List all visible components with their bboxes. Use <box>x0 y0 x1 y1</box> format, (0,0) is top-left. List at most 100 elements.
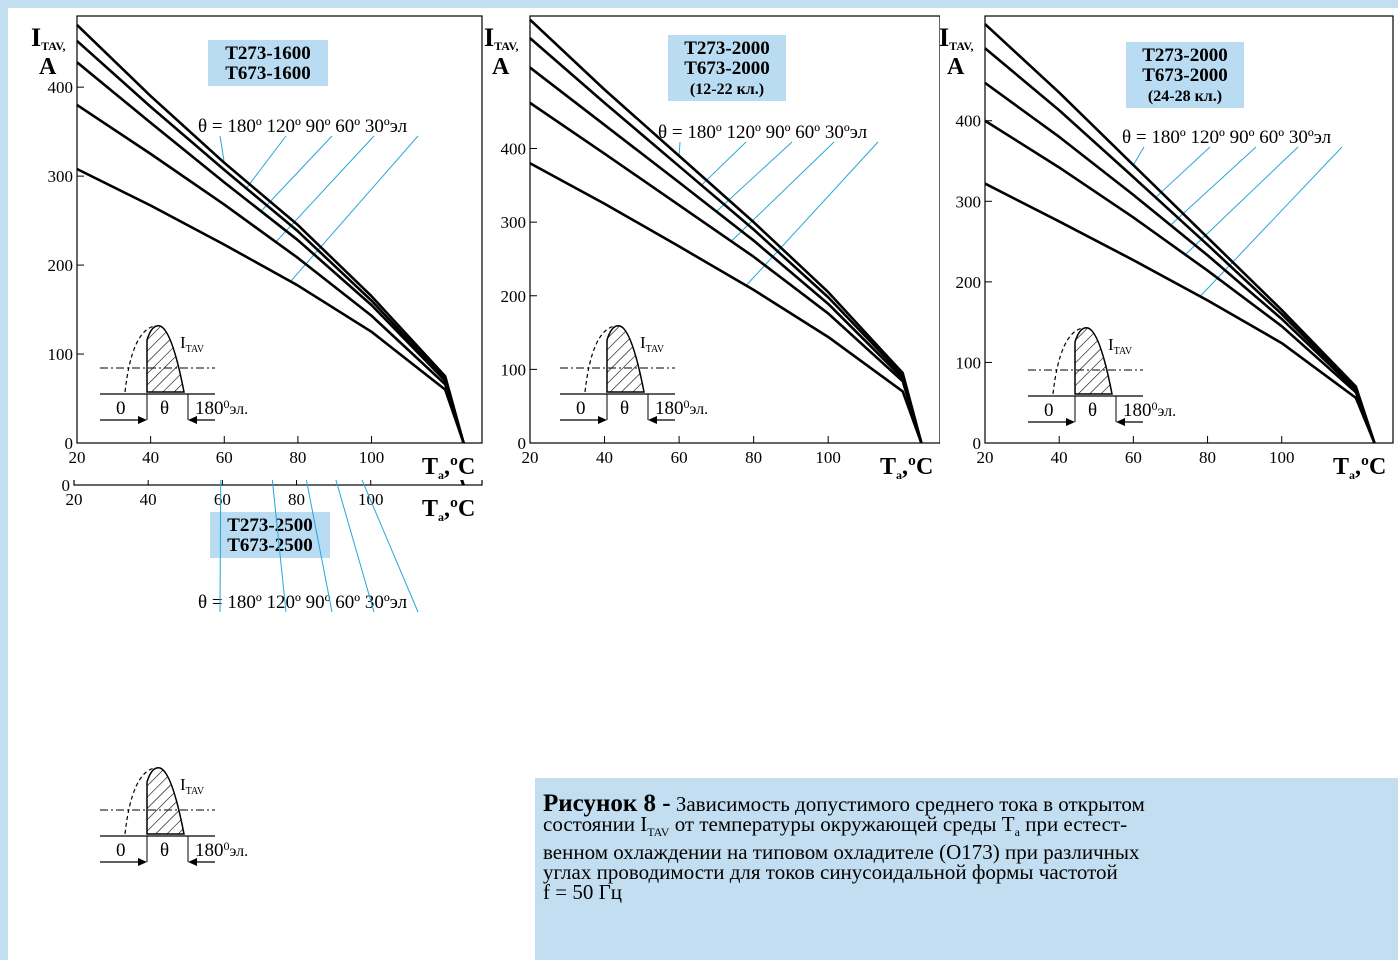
series-curve-90 <box>460 480 465 486</box>
series-curve-90 <box>984 81 1376 444</box>
caption-line2c: при естест- <box>1025 812 1128 836</box>
theta-label: θ = 180º 120º 90º 60º 30ºэл <box>1122 127 1332 148</box>
y-tick-label: 100 <box>956 353 982 372</box>
caption-label: Рисунок 8 - <box>543 790 671 817</box>
inset-end-sup: 0 <box>224 397 230 411</box>
y-tick-label: 400 <box>956 112 982 131</box>
series-curve-90 <box>76 61 465 444</box>
y-axis-unit: A <box>39 54 57 80</box>
x-tick-label: 80 <box>288 490 305 509</box>
inset-current-main: I <box>180 775 186 794</box>
inset-angle-label: θ <box>1088 400 1097 421</box>
device-label-box <box>208 40 328 86</box>
y-axis-unit: A <box>947 54 965 80</box>
y-tick-label: 400 <box>48 78 74 97</box>
x-axis-label: Ta,ºC <box>880 454 933 480</box>
x-axis-label-main: T <box>422 496 438 522</box>
series-curve-60 <box>984 119 1376 444</box>
frame-left-border <box>0 0 8 960</box>
x-tick-label: 20 <box>977 448 994 467</box>
x-axis-label: Ta,ºC <box>422 454 475 480</box>
y-tick-label: 400 <box>501 140 527 159</box>
series-curve-30 <box>529 162 923 444</box>
theta-label: θ = 180º 120º 90º 60º 30ºэл <box>658 122 868 143</box>
y-axis-label-main: I <box>940 23 949 52</box>
theta-leader-line <box>1132 146 1145 166</box>
series-curve-120 <box>529 37 923 444</box>
x-tick-label: 100 <box>815 448 841 467</box>
y-tick-label: 100 <box>48 345 74 364</box>
inset-hatched-area <box>1074 327 1113 395</box>
plot-frame <box>529 15 940 444</box>
inset-dashed-wave <box>584 325 616 393</box>
inset-current-label: ITAV <box>1108 335 1133 357</box>
theta-leader-line <box>335 480 375 613</box>
frame-top-border <box>0 0 1398 8</box>
x-tick-label: 100 <box>359 448 385 467</box>
inset-start-label: 0 <box>116 398 126 419</box>
inset-angle-label: θ <box>160 840 169 861</box>
inset-dashed-wave <box>124 325 156 393</box>
inset-end-label: 1800эл. <box>655 397 708 419</box>
x-axis-label-sub: a <box>896 468 902 480</box>
x-axis-label-sub: a <box>438 468 444 480</box>
theta-leader-line <box>1155 146 1211 198</box>
x-tick-label: 60 <box>214 490 231 509</box>
y-tick-label: 200 <box>48 256 74 275</box>
inset-current-main: I <box>180 333 186 352</box>
x-axis-label-sub: a <box>438 510 444 524</box>
y-axis-label-sub: TAV, <box>949 39 973 53</box>
series-curve-180 <box>460 480 465 486</box>
inset-current-label: ITAV <box>180 333 205 355</box>
theta-label: θ = 180º 120º 90º 60º 30ºэл <box>198 116 408 137</box>
inset-end-main: 180 <box>655 398 684 419</box>
chart-t273-2500: 204060801000100200300400500ITAV,ATa,ºCТ2… <box>62 480 483 866</box>
theta-leader-line <box>730 141 835 242</box>
series-curve-30 <box>76 167 465 444</box>
caption-line1: Зависимость допустимого среднего тока в … <box>675 792 1145 816</box>
x-axis-label-main: T <box>422 454 438 480</box>
x-tick-label: 40 <box>596 448 613 467</box>
inset-arrowhead-right <box>188 858 197 866</box>
theta-leader-line <box>361 480 419 613</box>
device-label-line: Т673-2500 <box>227 535 313 556</box>
series-curve-30 <box>984 182 1376 444</box>
device-label-line: Т673-1600 <box>225 63 311 84</box>
device-label-line: Т273-1600 <box>225 43 311 64</box>
y-tick-label: 0 <box>973 434 982 453</box>
chart-t273-2000-24-28: 20 40 60 80 1000100200300400ITAV,ATa,ºCТ273-… <box>940 15 1394 480</box>
y-axis-label-main: I <box>31 23 41 52</box>
device-label-box <box>668 35 786 101</box>
inset-end-sup: 0 <box>224 839 230 853</box>
y-axis-label: ITAV, <box>484 23 518 53</box>
caption-line5: f = 50 Гц <box>543 880 622 905</box>
inset-arrowhead-left <box>138 858 147 866</box>
inset-end-unit: эл. <box>690 401 709 418</box>
x-tick-label: 20 <box>522 448 539 467</box>
series-curve-180 <box>76 23 465 444</box>
inset-arrowhead-right <box>188 416 197 424</box>
inset-end-label: 1800эл. <box>1123 399 1176 421</box>
inset-arrowhead-left <box>138 416 147 424</box>
inset-dashed-wave <box>124 767 156 835</box>
theta-leader-line <box>219 480 222 613</box>
y-tick-label: 0 <box>62 480 71 495</box>
caption-line3: венном охлаждении на типовом охладителе … <box>543 840 1140 865</box>
device-label-box <box>1126 42 1244 108</box>
y-tick-label: 200 <box>956 273 982 292</box>
inset-current-main: I <box>1108 335 1114 354</box>
inset-current-label: ITAV <box>640 333 665 355</box>
theta-leader-line <box>1199 146 1343 297</box>
theta-leader-line <box>716 141 793 212</box>
inset-start-label: 0 <box>1044 400 1054 421</box>
y-axis-label-sub: TAV, <box>494 39 518 53</box>
theta-leader-line <box>1170 146 1257 226</box>
theta-leader-line <box>245 135 287 189</box>
x-tick-label: 20 <box>69 448 86 467</box>
y-axis-label: ITAV, <box>940 23 973 53</box>
x-axis-label-main: T <box>1333 454 1349 480</box>
inset-arrowhead-left <box>598 416 607 424</box>
series-curve-120 <box>460 480 465 486</box>
inset-current-sub: TAV <box>186 786 205 797</box>
device-label-line: Т673-2000 <box>1142 65 1228 86</box>
